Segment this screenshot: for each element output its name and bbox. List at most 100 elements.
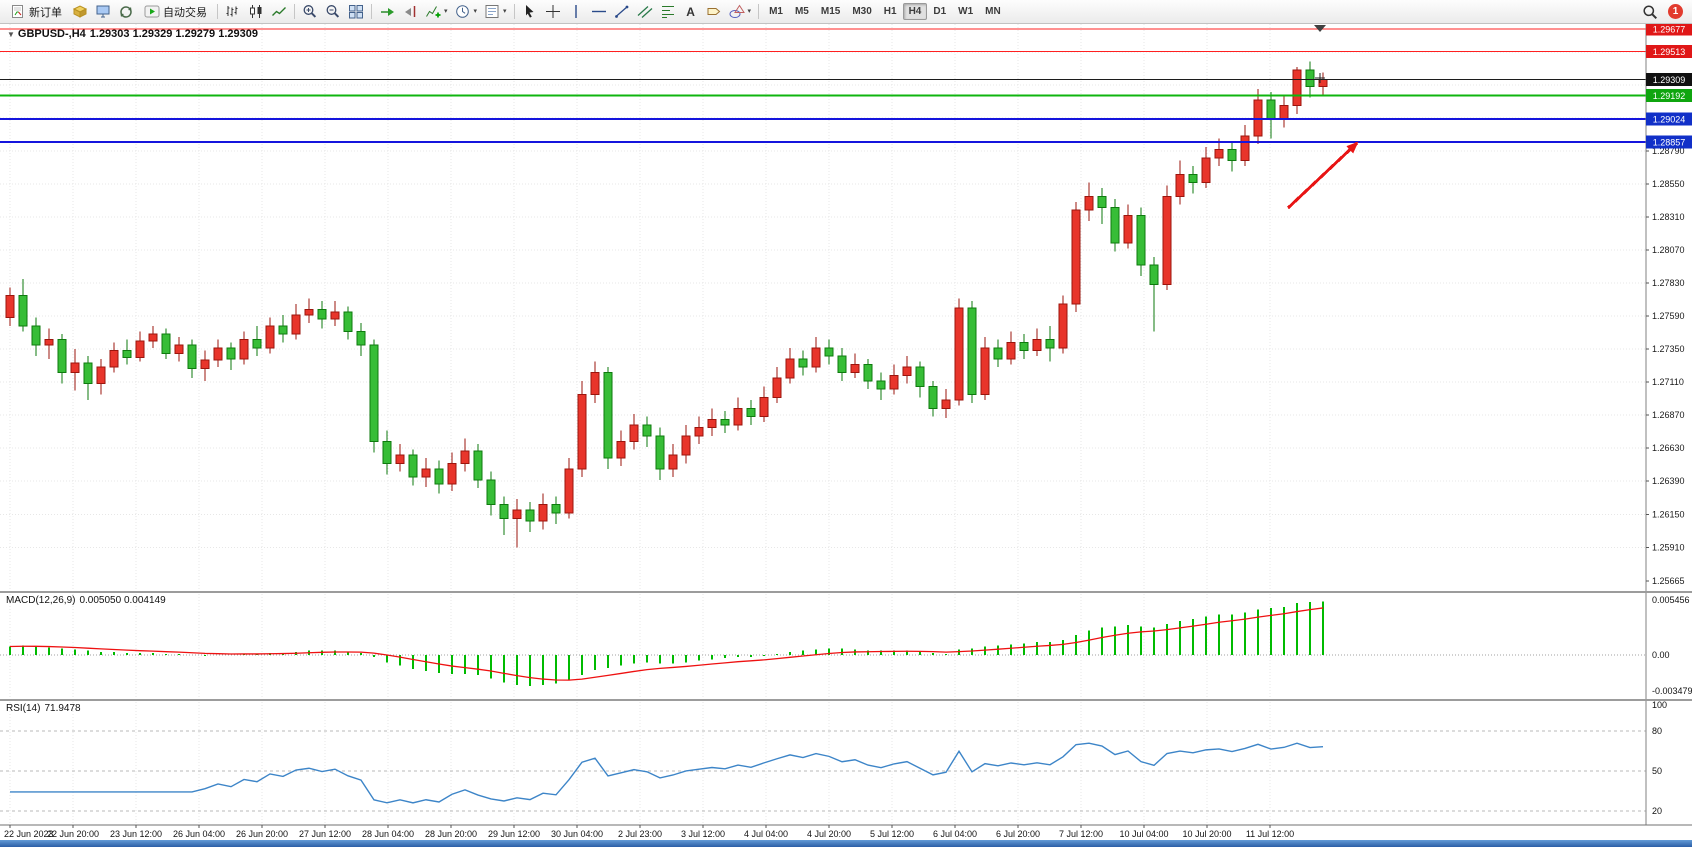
chevron-down-icon: ▾ — [473, 8, 478, 15]
svg-text:0.00: 0.00 — [1652, 650, 1670, 660]
text-tool-button[interactable]: A — [680, 2, 702, 22]
cursor-tool-button[interactable] — [519, 2, 541, 22]
crosshair-icon — [545, 5, 560, 18]
indicator-add-icon — [426, 6, 441, 18]
fibonacci-icon — [661, 6, 674, 18]
svg-text:-0.003479: -0.003479 — [1652, 686, 1692, 696]
grid-layer — [0, 24, 1692, 840]
search-icon — [1643, 4, 1658, 19]
svg-text:28 Jun 04:00: 28 Jun 04:00 — [362, 829, 414, 839]
refresh-icon — [120, 6, 132, 18]
svg-text:1.28310: 1.28310 — [1652, 212, 1685, 222]
svg-text:1.25910: 1.25910 — [1652, 542, 1685, 552]
svg-text:1.29513: 1.29513 — [1653, 47, 1686, 57]
horizontal-lines-layer[interactable] — [0, 28, 1646, 143]
svg-text:1.28550: 1.28550 — [1652, 179, 1685, 189]
chevron-down-icon: ▾ — [503, 8, 507, 15]
toolbar-separator — [371, 4, 372, 19]
svg-text:1.29309: 1.29309 — [1653, 75, 1686, 85]
autotrading-button[interactable]: 自动交易 — [138, 2, 213, 22]
chart-line-button[interactable] — [268, 2, 290, 22]
chart-shift-button[interactable] — [399, 2, 421, 22]
svg-text:1.29192: 1.29192 — [1653, 91, 1686, 101]
auto-scroll-icon — [381, 8, 394, 16]
zoom-out-button[interactable] — [322, 2, 344, 22]
timeframe-m15[interactable]: M15 — [820, 6, 841, 17]
svg-text:5 Jul 12:00: 5 Jul 12:00 — [870, 829, 914, 839]
vertical-line-tool-button[interactable] — [565, 2, 587, 22]
shapes-icon — [729, 4, 745, 18]
line-chart-icon — [272, 7, 286, 16]
svg-text:0.005456: 0.005456 — [1652, 595, 1690, 605]
channel-icon — [637, 6, 652, 18]
channel-tool-button[interactable] — [634, 2, 656, 22]
annotations-layer[interactable] — [1286, 25, 1359, 210]
bar-chart-icon — [226, 6, 238, 17]
timeframe-toolbar: M1 M5 M15 M30 H1 H4 D1 W1 MN — [763, 3, 1007, 20]
timeframe-m30[interactable]: M30 — [852, 6, 872, 17]
chart-bars-button[interactable] — [222, 2, 244, 22]
timeframe-mn[interactable]: MN — [985, 6, 1001, 17]
search-button[interactable] — [1639, 2, 1661, 22]
timeframe-d1[interactable]: D1 — [933, 6, 947, 17]
trendline-icon — [614, 5, 628, 18]
rsi-title: RSI(14) 71.9478 — [6, 703, 81, 714]
new-order-icon — [12, 5, 23, 18]
horizontal-line-icon — [591, 10, 606, 13]
notification-badge[interactable]: 1 — [1668, 4, 1683, 19]
svg-text:1.26150: 1.26150 — [1652, 509, 1685, 519]
rsi-value: 71.9478 — [44, 703, 81, 714]
svg-text:30 Jun 04:00: 30 Jun 04:00 — [551, 829, 603, 839]
tile-windows-button[interactable] — [345, 2, 367, 22]
new-order-button[interactable]: 新订单 — [4, 2, 68, 22]
refresh-button[interactable] — [115, 2, 137, 22]
candles-layer — [5, 61, 1328, 548]
svg-text:4 Jul 20:00: 4 Jul 20:00 — [807, 829, 851, 839]
label-tool-button[interactable] — [703, 2, 725, 22]
svg-text:10 Jul 04:00: 10 Jul 04:00 — [1119, 829, 1168, 839]
tile-windows-icon — [349, 5, 363, 19]
auto-scroll-button[interactable] — [376, 2, 398, 22]
svg-text:22 Jun 20:00: 22 Jun 20:00 — [47, 829, 99, 839]
template-icon — [485, 5, 499, 18]
svg-text:20: 20 — [1652, 806, 1662, 816]
timeframe-w1[interactable]: W1 — [958, 6, 974, 17]
chart-window-button[interactable] — [69, 2, 91, 22]
fibonacci-tool-button[interactable] — [657, 2, 679, 22]
shapes-tool-button[interactable]: ▾ — [726, 2, 755, 22]
toolbar-right-group: 1 — [1639, 2, 1688, 22]
macd-panel — [0, 601, 1646, 686]
zoom-out-icon — [326, 5, 340, 18]
ohlc-values: 1.29303 1.29329 1.29279 1.29309 — [89, 28, 258, 40]
svg-text:1.26630: 1.26630 — [1652, 443, 1685, 453]
rsi-label: RSI(14) — [6, 703, 41, 714]
indicators-button[interactable]: ▾ — [422, 2, 451, 22]
chart-canvas[interactable]: 1.28790 1.28550 1.28310 1.28070 1.27830 1.275… — [0, 24, 1692, 840]
chart-candles-button[interactable] — [245, 2, 267, 22]
window-bottom-border — [0, 840, 1692, 847]
svg-text:29 Jun 12:00: 29 Jun 12:00 — [488, 829, 540, 839]
svg-text:3 Jul 12:00: 3 Jul 12:00 — [681, 829, 725, 839]
svg-text:80: 80 — [1652, 726, 1662, 736]
timeframe-m5[interactable]: M5 — [794, 6, 809, 17]
svg-text:1.27590: 1.27590 — [1652, 311, 1685, 321]
market-watch-button[interactable] — [92, 2, 114, 22]
svg-text:1.26390: 1.26390 — [1652, 476, 1685, 486]
timeframe-h1[interactable]: H1 — [883, 6, 897, 17]
zoom-in-button[interactable] — [299, 2, 321, 22]
macd-values: 0.005050 0.004149 — [79, 595, 166, 606]
svg-text:27 Jun 12:00: 27 Jun 12:00 — [299, 829, 351, 839]
label-tag-icon — [707, 8, 720, 15]
svg-text:1.27110: 1.27110 — [1652, 377, 1684, 387]
crosshair-tool-button[interactable] — [542, 2, 564, 22]
svg-text:11 Jul 12:00: 11 Jul 12:00 — [1246, 829, 1294, 839]
timeframe-h4[interactable]: H4 — [902, 3, 928, 20]
templates-button[interactable]: ▾ — [481, 2, 510, 22]
svg-text:2 Jul 23:00: 2 Jul 23:00 — [618, 829, 662, 839]
trendline-tool-button[interactable] — [611, 2, 633, 22]
timeframe-m1[interactable]: M1 — [769, 6, 783, 17]
svg-text:1.27830: 1.27830 — [1652, 278, 1685, 288]
horizontal-line-tool-button[interactable] — [588, 2, 610, 22]
periods-button[interactable]: ▾ — [452, 2, 481, 22]
candlestick-icon — [250, 5, 262, 18]
